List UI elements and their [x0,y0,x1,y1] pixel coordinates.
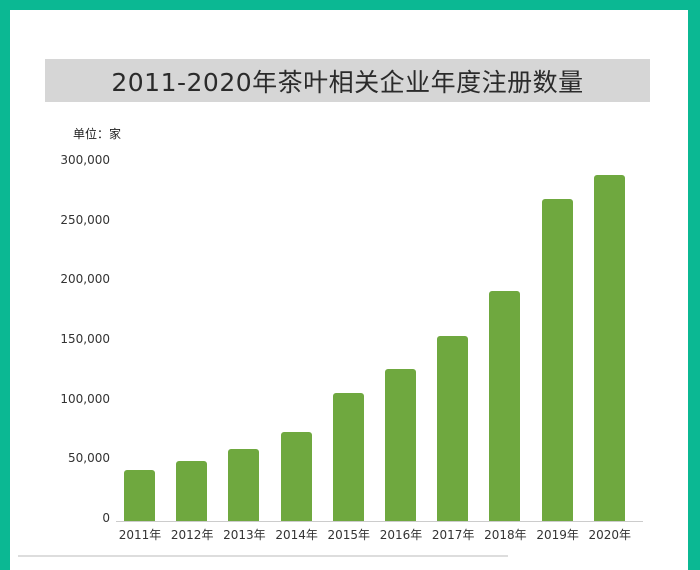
unit-label: 单位：家 [73,127,122,141]
bar-2017年[interactable] [437,336,469,521]
y-tick-label: 100,000 [60,391,110,406]
bar-2018年[interactable] [489,290,521,521]
bar-2014年[interactable] [280,431,312,521]
y-tick-label: 250,000 [60,212,110,227]
x-tick-label: 2020年 [588,528,632,542]
y-tick-label: 150,000 [60,332,110,346]
x-tick-label: 2011年 [118,528,162,542]
bar-2013年[interactable] [228,449,260,521]
bar-2020年[interactable] [593,174,625,521]
bar-2015年[interactable] [332,393,364,521]
x-tick-label: 2012年 [170,528,214,542]
chart-title: 2011-2020年茶叶相关企业年度注册数量 [111,67,584,97]
x-tick-label: 2013年 [223,528,266,542]
x-tick-label: 2016年 [379,528,423,542]
divider [18,555,508,557]
x-tick-label: 2014年 [275,528,318,542]
x-tick-label: 2017年 [431,528,475,542]
title-bar: 2011-2020年茶叶相关企业年度注册数量 [45,59,650,102]
bar-2019年[interactable] [541,198,573,521]
y-tick-label: 300,000 [60,153,110,167]
y-tick-label: 200,000 [60,272,110,287]
x-tick-label: 2019年 [536,528,579,542]
x-axis-line [116,521,643,522]
bar-2016年[interactable] [385,369,416,521]
y-tick-label: 50,000 [68,451,110,466]
bar-2011年[interactable] [124,469,155,521]
x-tick-label: 2018年 [484,528,527,542]
x-tick-label: 2015年 [327,528,371,542]
bar-2012年[interactable] [176,461,208,521]
y-tick-label: 0 [102,511,110,525]
